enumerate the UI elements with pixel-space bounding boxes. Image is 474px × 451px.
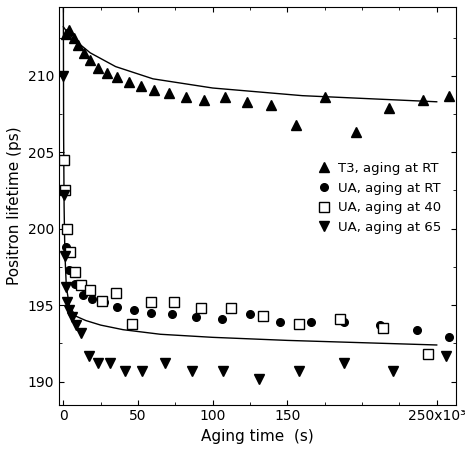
T3, aging at RT [420,97,426,103]
T3, aging at RT [166,90,172,95]
UA, aging at RT [446,335,452,340]
UA, aging at RT [341,319,347,325]
UA, aging at 65 [61,193,67,198]
UA, aging at RT [149,310,155,316]
UA, aging at RT [247,312,253,317]
UA, aging at 65 [66,307,72,313]
Line: T3, aging at RT: T3, aging at RT [62,25,453,137]
T3, aging at RT [87,58,93,63]
T3, aging at RT [322,94,328,100]
UA, aging at 40 [100,298,105,304]
UA, aging at 40 [72,269,77,274]
UA, aging at RT [66,267,72,273]
UA, aging at RT [101,299,107,305]
UA, aging at 40 [228,306,234,311]
T3, aging at RT [95,65,100,71]
UA, aging at 65 [443,353,448,359]
UA, aging at RT [219,316,225,322]
UA, aging at 40 [171,299,177,305]
UA, aging at 65 [220,368,226,374]
UA, aging at 65 [391,368,396,374]
UA, aging at 65 [73,322,79,328]
UA, aging at 40 [198,306,204,311]
UA, aging at 40 [261,313,266,318]
UA, aging at RT [309,319,314,325]
UA, aging at 65 [122,368,128,374]
T3, aging at RT [71,35,77,40]
T3, aging at RT [138,84,144,89]
Line: UA, aging at 65: UA, aging at 65 [59,71,450,383]
UA, aging at 40 [129,321,135,326]
UA, aging at 40 [62,188,68,193]
T3, aging at RT [183,94,189,100]
T3, aging at RT [114,74,120,80]
UA, aging at 65 [189,368,195,374]
UA, aging at RT [89,296,94,302]
UA, aging at RT [193,315,199,320]
UA, aging at 65 [140,368,146,374]
UA, aging at 40 [296,321,302,326]
UA, aging at 65 [64,299,70,305]
UA, aging at 65 [256,376,262,382]
T3, aging at RT [126,79,132,85]
T3, aging at RT [353,130,359,135]
UA, aging at RT [414,327,420,332]
UA, aging at 65 [78,330,84,336]
UA, aging at RT [377,322,383,328]
UA, aging at 65 [296,368,302,374]
T3, aging at RT [222,94,228,100]
T3, aging at RT [244,99,250,105]
UA, aging at 65 [70,315,75,320]
UA, aging at RT [114,304,120,309]
T3, aging at RT [82,50,87,55]
T3, aging at RT [293,122,299,128]
Y-axis label: Positron lifetime (ps): Positron lifetime (ps) [7,126,22,285]
T3, aging at RT [66,27,72,32]
T3, aging at RT [268,102,274,107]
UA, aging at RT [63,244,68,250]
Line: UA, aging at 40: UA, aging at 40 [60,156,432,359]
UA, aging at 65 [62,253,67,259]
UA, aging at 40 [64,226,70,231]
UA, aging at 40 [78,283,84,288]
UA, aging at RT [277,319,283,325]
T3, aging at RT [152,87,157,92]
T3, aging at RT [386,105,392,110]
T3, aging at RT [64,32,69,37]
Legend: T3, aging at RT, UA, aging at RT, UA, aging at 40, UA, aging at 65: T3, aging at RT, UA, aging at RT, UA, ag… [312,158,446,238]
UA, aging at 40 [67,249,73,254]
UA, aging at 40 [337,316,343,322]
UA, aging at 65 [86,353,91,359]
T3, aging at RT [446,93,452,98]
UA, aging at RT [131,307,137,313]
T3, aging at RT [104,70,109,75]
UA, aging at 40 [425,351,430,357]
UA, aging at RT [80,292,86,297]
UA, aging at RT [170,312,175,317]
UA, aging at 40 [149,299,155,305]
T3, aging at RT [75,42,81,48]
UA, aging at RT [73,281,78,286]
UA, aging at 40 [61,157,67,163]
UA, aging at 65 [107,361,112,366]
X-axis label: Aging time  (s): Aging time (s) [201,429,314,444]
UA, aging at 65 [61,73,66,78]
UA, aging at 40 [113,290,118,296]
UA, aging at 40 [380,326,386,331]
UA, aging at 65 [63,284,69,290]
T3, aging at RT [201,97,207,103]
UA, aging at 65 [162,361,168,366]
UA, aging at 40 [87,287,93,293]
Line: UA, aging at RT: UA, aging at RT [62,243,453,341]
UA, aging at 65 [95,361,100,366]
UA, aging at 65 [341,361,347,366]
